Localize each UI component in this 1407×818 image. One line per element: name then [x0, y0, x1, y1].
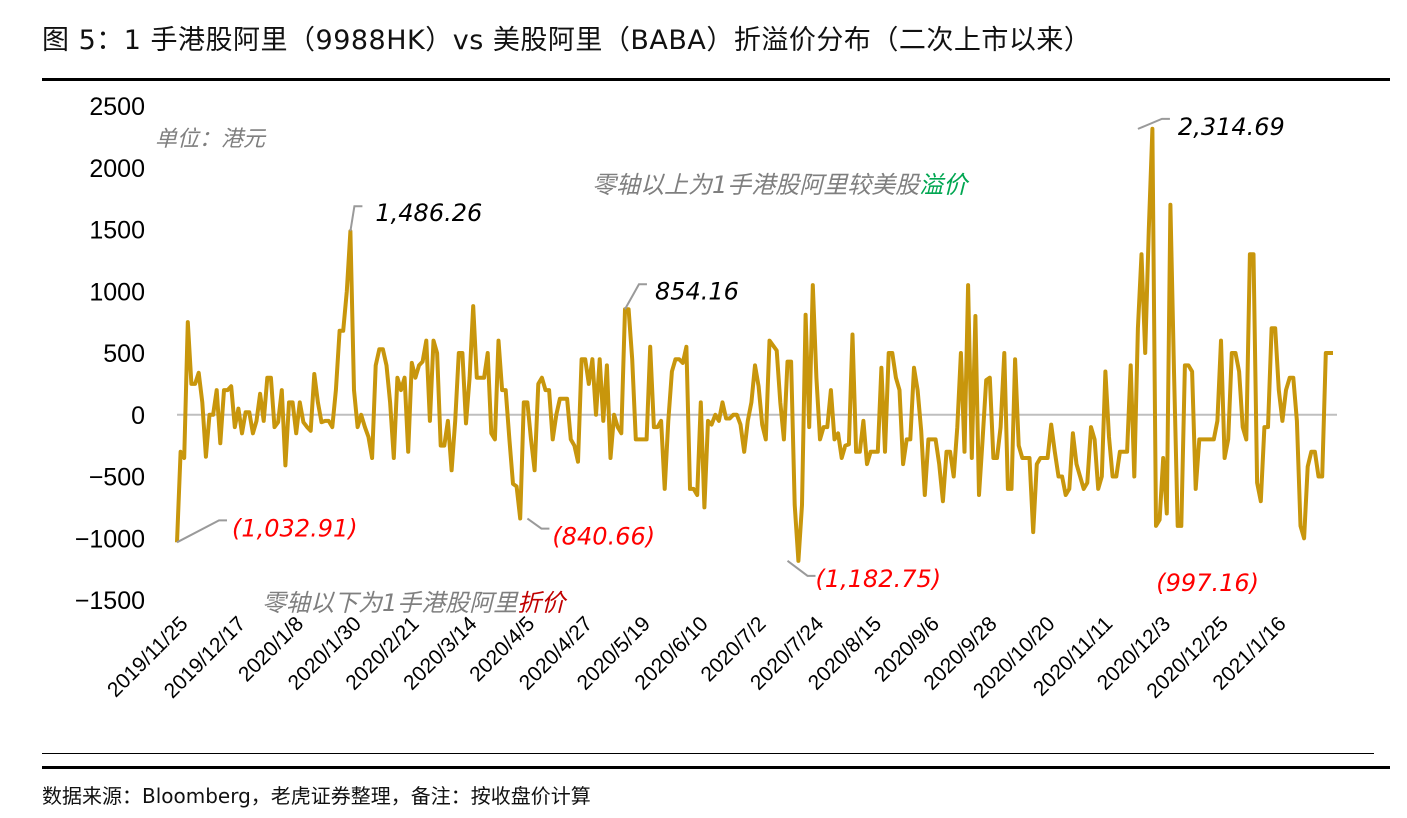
- y-tick-label: 500: [103, 340, 145, 368]
- y-tick-label: 0: [131, 402, 145, 430]
- annotation-label: (1,182.75): [816, 565, 942, 593]
- annotation-label: 854.16: [655, 277, 739, 305]
- footer-rule-thin: [42, 753, 1374, 754]
- note-above-zero: 零轴以上为1手港股阿里较美股溢价: [592, 171, 970, 199]
- footer-rule: [42, 766, 1390, 769]
- y-tick-label: 2500: [89, 93, 145, 121]
- series-line: [175, 126, 1333, 563]
- note-below-zero-text: 零轴以下为1手港股阿里: [262, 589, 519, 617]
- annotation-label: (840.66): [552, 523, 655, 551]
- y-tick-label: −1000: [75, 525, 145, 553]
- y-tick-label: −1500: [75, 587, 145, 615]
- source-note: 数据来源：Bloomberg，老虎证券整理，备注：按收盘价计算: [42, 784, 591, 808]
- annotation-leader: [624, 283, 647, 310]
- y-tick-label: 1000: [89, 278, 145, 306]
- unit-label: 单位：港元: [155, 127, 267, 152]
- annotation-leader: [526, 517, 550, 530]
- annotation-leader: [786, 560, 816, 577]
- annotations: (1,032.91) 1,486.26 (840.66) 854.16 (1,182.7…: [176, 113, 1285, 597]
- annotation-leader: [176, 519, 227, 544]
- annotation-label: (1,032.91): [232, 514, 358, 542]
- y-tick-label: −500: [89, 464, 145, 492]
- annotation-label: 2,314.69: [1178, 113, 1285, 141]
- discount-highlight: 折价: [517, 589, 568, 617]
- y-tick-label: 1500: [89, 217, 145, 245]
- note-below-zero: 零轴以下为1手港股阿里折价: [262, 589, 568, 617]
- premium-highlight: 溢价: [919, 171, 970, 199]
- note-above-zero-text: 零轴以上为1手港股阿里较美股: [592, 171, 921, 199]
- y-tick-label: 2000: [89, 155, 145, 183]
- title-rule: [42, 78, 1390, 81]
- annotation-leader: [1137, 117, 1170, 130]
- annotation-label: (997.16): [1156, 569, 1259, 597]
- x-axis: 2019/11/252019/12/172020/1/82020/1/30202…: [103, 612, 1291, 703]
- annotation-leader: [349, 205, 363, 232]
- annotation-label: 1,486.26: [375, 199, 482, 227]
- chart-title: 图 5：1 手港股阿里（9988HK）vs 美股阿里（BABA）折溢价分布（二次…: [42, 25, 1092, 56]
- y-axis: 2500 2000 1500 1000 500 0 −500 −1000 −1500: [75, 93, 145, 615]
